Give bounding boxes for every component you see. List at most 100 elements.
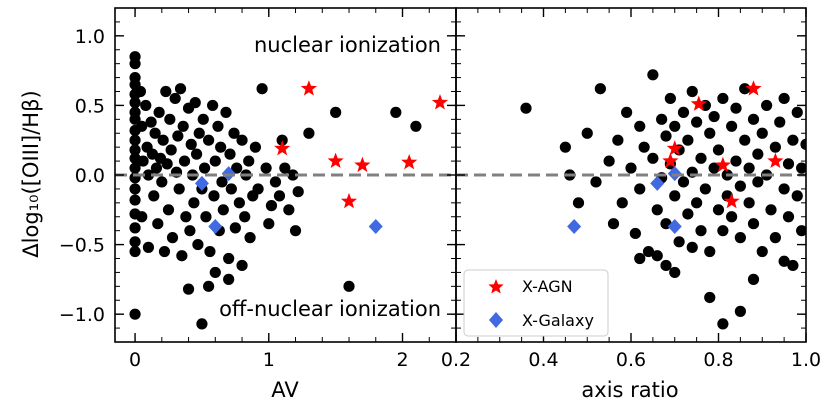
- background-point: [204, 245, 216, 258]
- background-point: [190, 148, 203, 160]
- background-point: [778, 92, 790, 105]
- x-tick-label: 0.8: [703, 349, 733, 371]
- right-panel-axis-ratio: 0.2 0.4 0.6 0.8 1.0: [441, 7, 821, 371]
- background-point: [169, 92, 181, 105]
- background-point: [708, 110, 720, 123]
- background-point: [673, 236, 685, 248]
- background-point: [743, 197, 755, 209]
- background-point: [279, 162, 291, 174]
- background-point: [136, 120, 148, 132]
- background-point: [796, 162, 806, 174]
- background-point: [180, 211, 192, 223]
- background-point: [682, 134, 694, 146]
- background-point: [669, 190, 681, 202]
- background-point: [704, 291, 716, 304]
- background-point: [129, 183, 141, 195]
- background-point: [726, 120, 738, 132]
- left-panel-av: 0 1 2 1.0 0.5 0.0 −0.5 −1.0: [59, 7, 457, 371]
- background-point: [669, 266, 681, 279]
- background-point: [129, 222, 141, 234]
- background-point: [660, 259, 672, 272]
- background-point: [178, 155, 191, 167]
- x-agn-star-point: [300, 80, 317, 96]
- background-point: [189, 97, 201, 109]
- background-point: [197, 113, 209, 125]
- background-point: [137, 155, 149, 167]
- x-tick-label: 1.0: [791, 349, 821, 371]
- background-point: [177, 120, 189, 132]
- background-point: [276, 134, 288, 146]
- background-point: [761, 99, 773, 112]
- background-point: [677, 176, 690, 188]
- background-point: [756, 127, 768, 139]
- background-point: [208, 190, 220, 202]
- background-point: [269, 176, 282, 188]
- background-point: [160, 85, 172, 98]
- background-point: [184, 225, 196, 237]
- background-point: [129, 113, 141, 125]
- background-point: [236, 134, 248, 146]
- background-point: [215, 141, 227, 153]
- background-point: [228, 127, 240, 139]
- background-point: [129, 162, 141, 174]
- background-point: [223, 252, 235, 265]
- background-point: [185, 138, 197, 150]
- background-point: [292, 186, 304, 198]
- background-point: [252, 183, 264, 195]
- background-point: [782, 211, 795, 223]
- x-agn-star-point: [666, 140, 683, 156]
- background-point: [752, 176, 764, 188]
- background-point: [410, 120, 422, 132]
- background-point: [192, 238, 204, 251]
- x-galaxy-diamond-point: [650, 175, 665, 191]
- x-tick-label: 0.4: [528, 349, 558, 371]
- background-point: [140, 99, 152, 112]
- background-point: [200, 211, 212, 223]
- background-point: [287, 169, 299, 181]
- annotation-nuclear-ionization: nuclear ionization: [254, 33, 441, 57]
- background-point: [603, 155, 615, 167]
- background-point: [691, 116, 703, 128]
- background-point: [691, 197, 703, 209]
- legend-label-x-agn: X-AGN: [522, 277, 573, 296]
- background-point: [664, 92, 676, 105]
- annotation-off-nuclear-ionization: off-nuclear ionization: [219, 297, 441, 321]
- background-point: [283, 204, 295, 216]
- x-tick-label: 0.6: [616, 349, 646, 371]
- background-point: [743, 162, 755, 174]
- background-point: [244, 232, 256, 244]
- x-galaxy-legend-diamond-icon: [489, 312, 503, 328]
- background-point: [142, 169, 155, 181]
- background-point: [330, 106, 342, 118]
- background-point: [161, 158, 173, 170]
- x-tick-label: 1: [263, 349, 275, 371]
- background-point: [149, 127, 161, 139]
- background-point: [677, 106, 690, 118]
- background-point: [739, 134, 751, 146]
- background-point: [129, 245, 141, 258]
- background-point: [682, 208, 694, 220]
- background-point: [559, 141, 571, 153]
- background-point: [756, 245, 768, 258]
- x-agn-star-point: [690, 95, 707, 111]
- background-point: [734, 232, 746, 244]
- background-point: [129, 58, 141, 70]
- background-point: [343, 280, 355, 292]
- background-point: [209, 155, 221, 167]
- left-x-axis-label: AV: [271, 378, 299, 402]
- background-point: [695, 225, 707, 237]
- background-point: [231, 162, 243, 174]
- background-point: [625, 162, 637, 174]
- x-agn-star-point: [723, 192, 740, 209]
- background-point: [162, 204, 175, 216]
- background-point: [769, 141, 781, 153]
- background-point: [243, 155, 255, 167]
- background-point: [158, 245, 171, 258]
- background-point: [572, 197, 585, 209]
- background-point: [145, 116, 157, 128]
- x-agn-star-point: [745, 80, 762, 96]
- background-point: [224, 148, 236, 160]
- background-point: [774, 116, 786, 128]
- background-point: [752, 148, 764, 160]
